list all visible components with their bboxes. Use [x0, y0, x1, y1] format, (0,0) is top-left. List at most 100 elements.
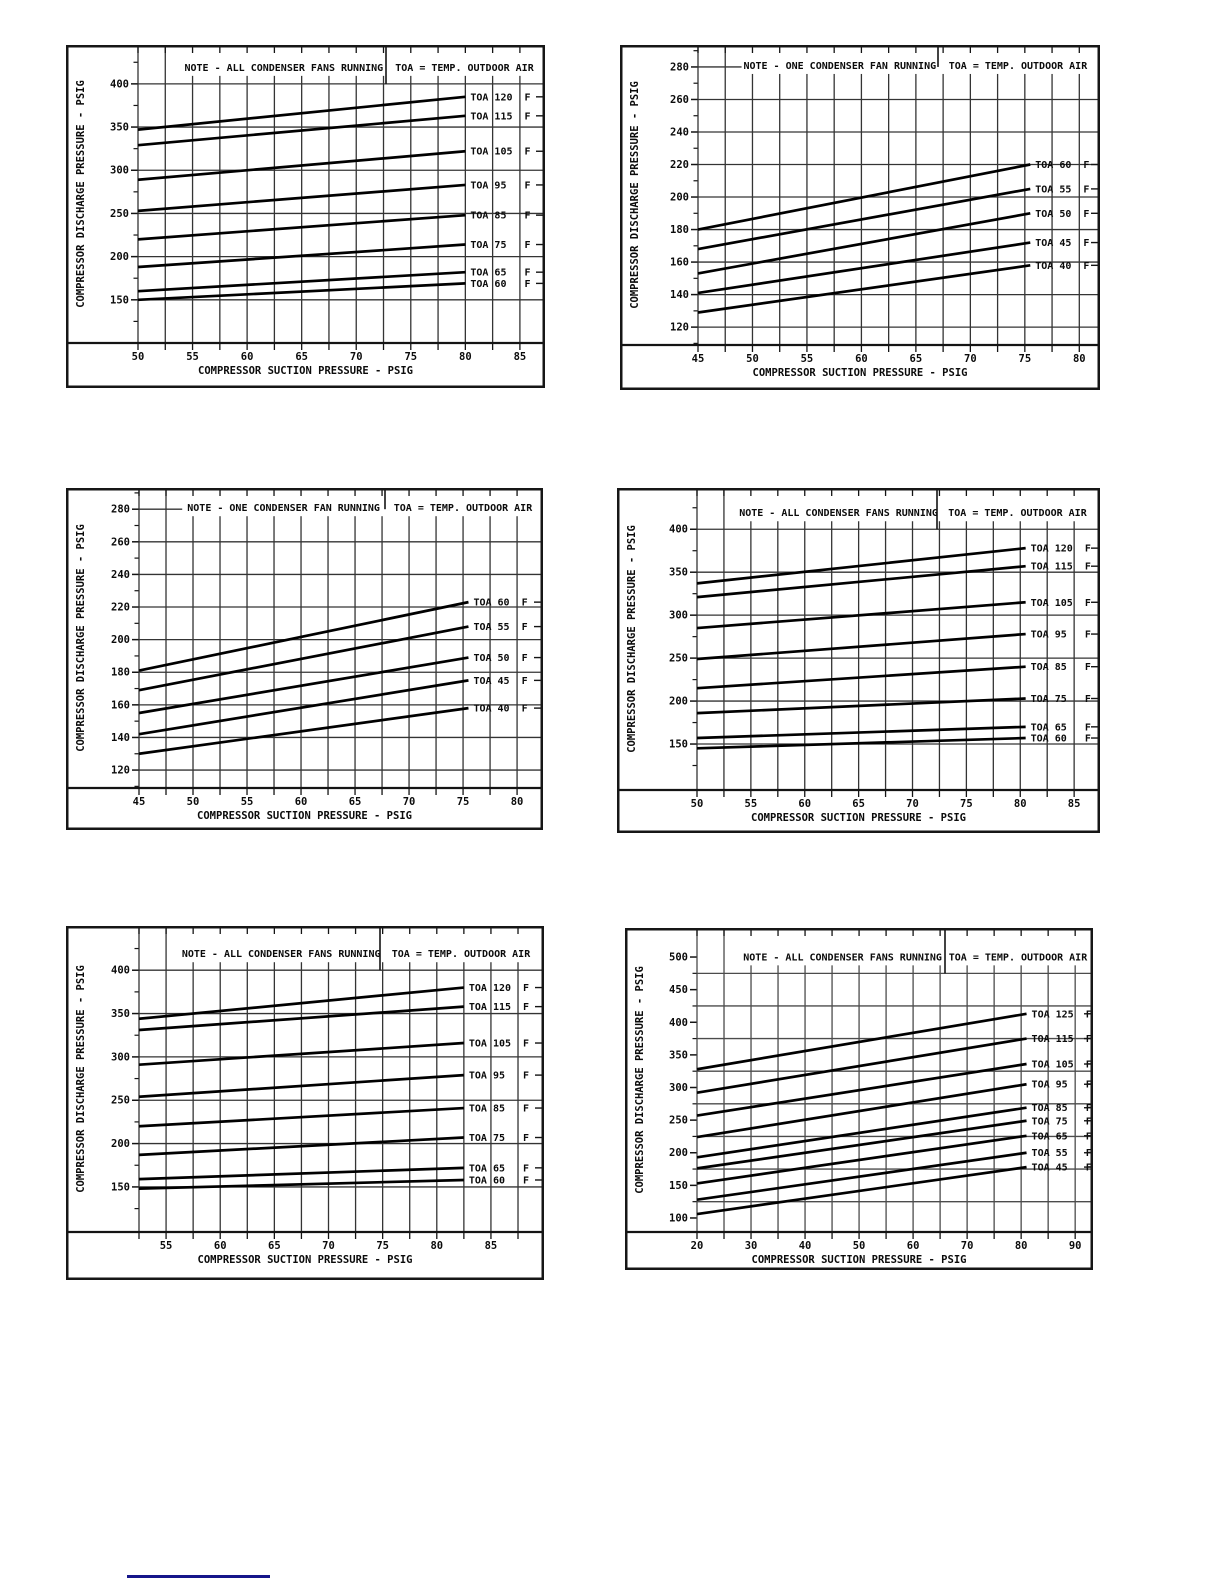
chart-note-title: NOTE - ALL CONDENSER FANS RUNNING — [182, 949, 381, 960]
series-label: TOA 95 F — [470, 180, 530, 191]
x-tick-label: 55 — [801, 353, 814, 365]
x-tick-label: 55 — [186, 351, 199, 363]
series-line — [696, 1106, 1027, 1159]
series-label: TOA 120 F — [469, 983, 529, 994]
series-line — [138, 986, 464, 1021]
series-line — [137, 282, 466, 302]
x-tick-label: 85 — [514, 351, 527, 363]
y-tick-label: 350 — [111, 1008, 130, 1020]
series-line — [138, 679, 469, 736]
y-tick-label: 260 — [111, 536, 130, 548]
x-tick-label: 30 — [745, 1240, 758, 1252]
y-tick-label: 400 — [110, 78, 129, 90]
x-tick-label: 75 — [960, 798, 973, 810]
chart-canvas-6: NOTE - ALL CONDENSER FANS RUNNING TOA = T… — [625, 928, 1093, 1270]
x-tick-label: 60 — [214, 1240, 227, 1252]
series-line — [696, 725, 1026, 740]
toa-legend-note: TOA = TEMP. OUTDOOR AIR — [394, 503, 533, 514]
series-line — [696, 546, 1026, 585]
title-band-mask — [741, 47, 1098, 74]
y-tick-label: 180 — [670, 224, 689, 236]
x-tick-label: 50 — [187, 796, 200, 808]
x-tick-label: 55 — [160, 1240, 173, 1252]
y-tick-label: 160 — [670, 257, 689, 269]
series-label: TOA 105 F — [1032, 1060, 1092, 1071]
series-line — [696, 736, 1026, 750]
chart-note-title: NOTE - ALL CONDENSER FANS RUNNING — [739, 508, 938, 519]
series-line — [138, 656, 469, 715]
y-tick-label: 250 — [669, 1115, 688, 1127]
title-band-mask — [740, 930, 1091, 966]
series-label: TOA 65 F — [1032, 1131, 1092, 1142]
series-line — [696, 1119, 1027, 1170]
chart-note-title: NOTE - ALL CONDENSER FANS RUNNING — [184, 63, 383, 74]
series-line — [697, 263, 1031, 314]
toa-legend-note: TOA = TEMP. OUTDOOR AIR — [395, 63, 534, 74]
chart-canvas-4: NOTE - ALL CONDENSER FANS RUNNING TOA = T… — [617, 488, 1100, 833]
title-band-mask — [182, 490, 541, 517]
y-tick-label: 180 — [111, 667, 130, 679]
series-line — [138, 1073, 464, 1099]
y-tick-label: 250 — [669, 653, 688, 665]
toa-legend-note: TOA = TEMP. OUTDOOR AIR — [949, 61, 1088, 72]
series-label: TOA 60 F — [469, 1175, 529, 1186]
series-line — [138, 1005, 464, 1032]
series-line — [696, 1012, 1027, 1071]
y-tick-label: 140 — [670, 289, 689, 301]
series-line — [138, 600, 469, 672]
chart-note-title: NOTE - ALL CONDENSER FANS RUNNING — [743, 952, 942, 963]
x-tick-label: 60 — [798, 798, 811, 810]
y-tick-label: 400 — [669, 1017, 688, 1029]
series-line — [137, 95, 466, 131]
y-axis-title: COMPRESSOR DISCHARGE PRESSURE - PSIG — [634, 966, 646, 1194]
series-label: TOA 95 F — [1032, 1080, 1092, 1091]
y-tick-label: 300 — [669, 610, 688, 622]
chart-border — [625, 928, 1093, 1270]
y-tick-label: 200 — [669, 1147, 688, 1159]
series-label: TOA 85 F — [1032, 1103, 1092, 1114]
series-label: TOA 95 F — [469, 1071, 529, 1082]
x-tick-label: 70 — [906, 798, 919, 810]
y-tick-label: 120 — [670, 322, 689, 334]
chart-border — [66, 926, 544, 1280]
y-tick-label: 120 — [111, 765, 130, 777]
series-line — [138, 1041, 464, 1067]
title-band-mask — [182, 928, 543, 963]
y-axis-title: COMPRESSOR DISCHARGE PRESSURE - PSIG — [75, 965, 87, 1193]
x-axis-title: COMPRESSOR SUCTION PRESSURE - PSIG — [197, 810, 412, 822]
x-tick-label: 50 — [746, 353, 759, 365]
y-axis-title: COMPRESSOR DISCHARGE PRESSURE - PSIG — [629, 81, 641, 309]
y-tick-label: 150 — [111, 1181, 130, 1193]
x-tick-label: 60 — [241, 351, 254, 363]
series-line — [697, 187, 1031, 251]
series-line — [138, 625, 469, 692]
series-line — [696, 697, 1026, 715]
series-line — [696, 665, 1026, 690]
chart-border — [66, 45, 545, 388]
x-tick-label: 50 — [691, 798, 704, 810]
x-tick-label: 70 — [964, 353, 977, 365]
y-tick-label: 220 — [670, 159, 689, 171]
x-tick-label: 70 — [350, 351, 363, 363]
chart-border — [66, 488, 543, 830]
x-tick-label: 80 — [1014, 798, 1027, 810]
y-tick-label: 200 — [111, 1138, 130, 1150]
x-tick-label: 65 — [349, 796, 362, 808]
x-tick-label: 80 — [1073, 353, 1086, 365]
y-tick-label: 300 — [669, 1082, 688, 1094]
y-tick-label: 200 — [111, 634, 130, 646]
series-label: TOA 115 F — [1031, 562, 1091, 573]
footer-underline — [127, 1575, 270, 1578]
series-label: TOA 50 F — [1035, 209, 1089, 220]
x-tick-label: 65 — [910, 353, 923, 365]
y-tick-label: 280 — [111, 504, 130, 516]
y-tick-label: 300 — [110, 165, 129, 177]
y-tick-label: 280 — [670, 61, 689, 73]
x-tick-label: 80 — [511, 796, 524, 808]
series-label: TOA 75 F — [1032, 1116, 1092, 1127]
y-tick-label: 240 — [670, 126, 689, 138]
x-axis-title: COMPRESSOR SUCTION PRESSURE - PSIG — [752, 1254, 967, 1266]
title-band-mask — [740, 490, 1098, 522]
series-label: TOA 65 F — [470, 268, 530, 279]
series-line — [697, 211, 1031, 275]
